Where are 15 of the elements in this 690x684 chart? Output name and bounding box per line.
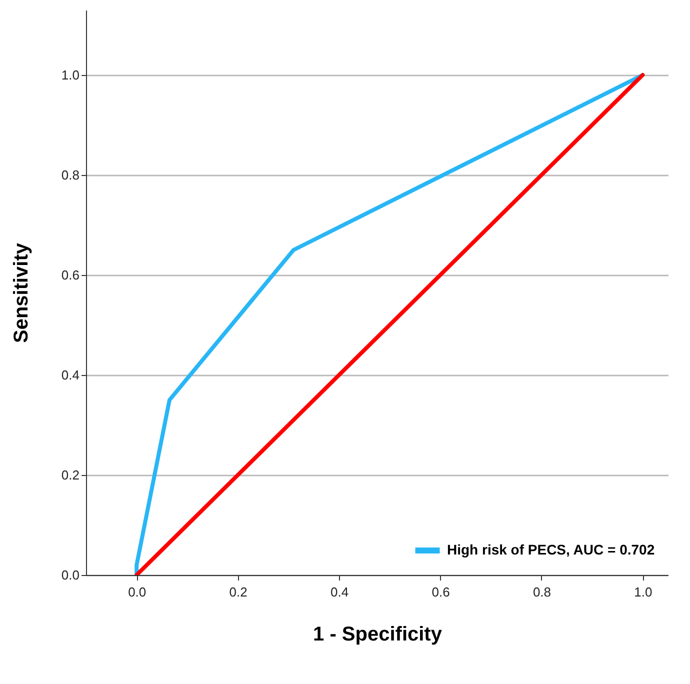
x-tick-label: 0.4 — [330, 584, 349, 600]
y-tick-label: 0.0 — [61, 568, 80, 582]
legend-label: High risk of PECS, AUC = 0.702 — [447, 542, 655, 558]
y-tick-label: 1.0 — [61, 68, 80, 82]
x-tick-label: 0.2 — [229, 584, 248, 600]
y-axis-title: Sensitivity — [10, 242, 32, 344]
y-tick-label: 0.6 — [61, 268, 80, 282]
x-tick-label: 0.8 — [532, 584, 552, 600]
y-tick-label: 0.2 — [61, 468, 80, 482]
y-tick-label: 0.8 — [61, 168, 80, 182]
x-tick-label: 0.0 — [128, 584, 146, 600]
y-tick-label: 0.4 — [61, 368, 80, 382]
x-tick-label: 1.0 — [634, 584, 652, 600]
x-axis-title: 1 - Specificity — [313, 624, 443, 646]
x-tick-label: 0.6 — [432, 584, 450, 600]
